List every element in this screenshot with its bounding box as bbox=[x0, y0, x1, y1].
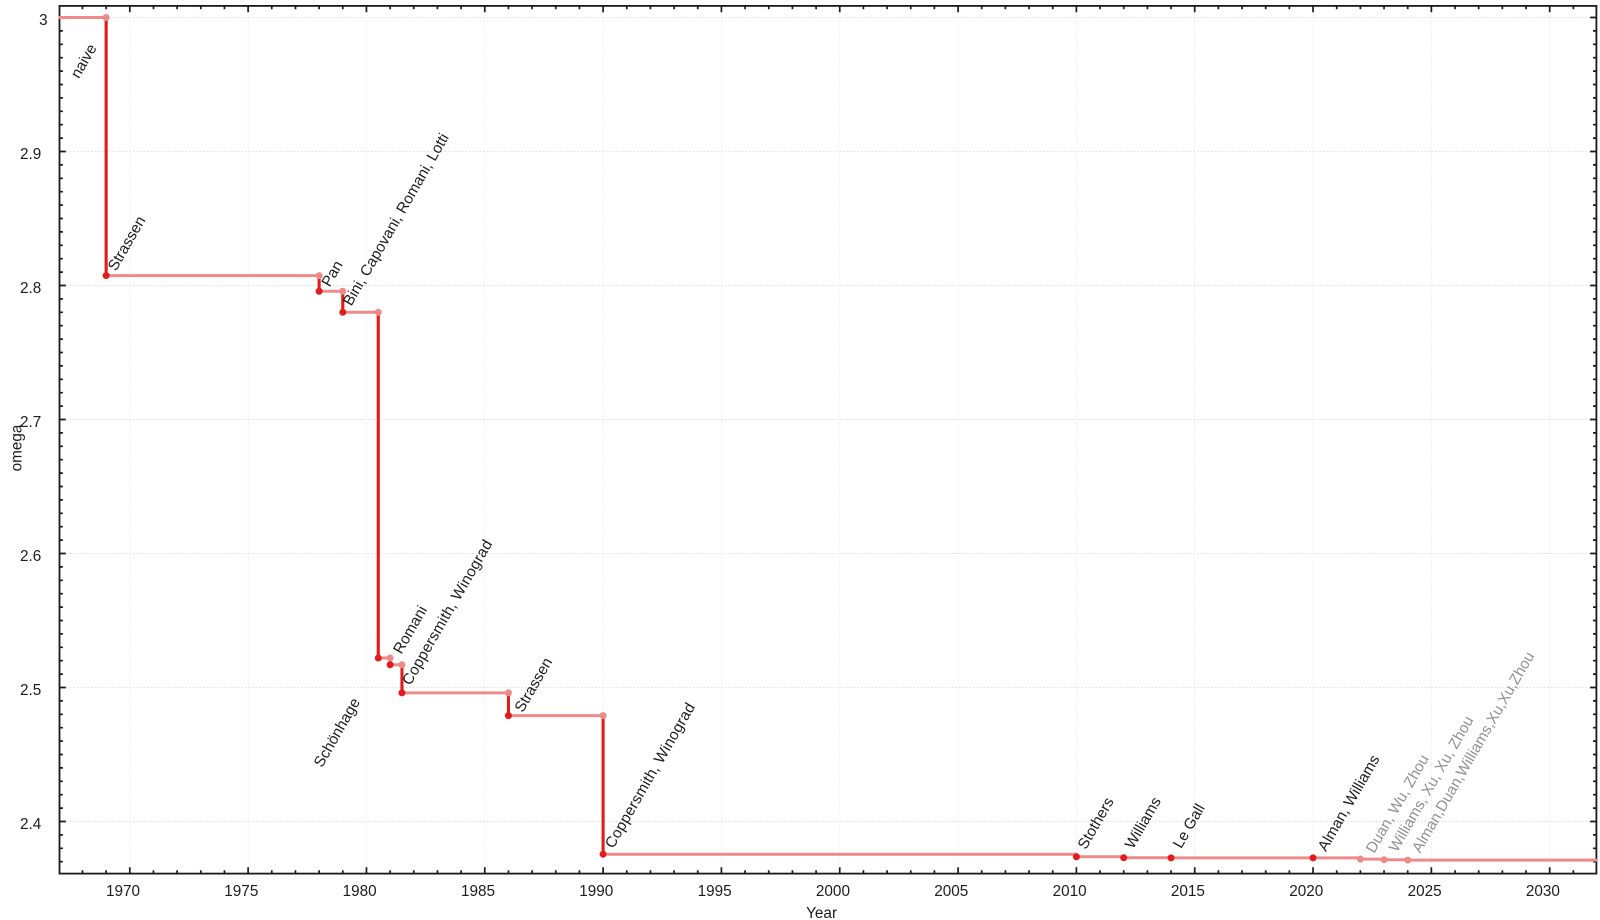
svg-text:3: 3 bbox=[39, 12, 48, 29]
svg-text:2030: 2030 bbox=[1526, 883, 1560, 900]
svg-text:2.4: 2.4 bbox=[20, 816, 42, 833]
svg-text:1995: 1995 bbox=[698, 883, 732, 900]
svg-text:2015: 2015 bbox=[1171, 883, 1205, 900]
svg-text:2025: 2025 bbox=[1408, 883, 1442, 900]
svg-text:1970: 1970 bbox=[106, 883, 140, 900]
svg-text:2.7: 2.7 bbox=[20, 414, 41, 431]
svg-text:2.8: 2.8 bbox=[20, 280, 41, 297]
svg-text:2.5: 2.5 bbox=[20, 682, 41, 699]
svg-text:1985: 1985 bbox=[461, 883, 495, 900]
svg-text:2020: 2020 bbox=[1289, 883, 1323, 900]
svg-text:2005: 2005 bbox=[934, 883, 968, 900]
svg-text:2.6: 2.6 bbox=[20, 548, 41, 565]
svg-text:1990: 1990 bbox=[579, 883, 613, 900]
svg-text:omega: omega bbox=[9, 424, 26, 471]
svg-text:1975: 1975 bbox=[224, 883, 258, 900]
svg-text:Year: Year bbox=[806, 905, 837, 920]
svg-text:1980: 1980 bbox=[343, 883, 377, 900]
svg-text:2.9: 2.9 bbox=[20, 146, 41, 163]
svg-text:2010: 2010 bbox=[1053, 883, 1087, 900]
svg-text:2000: 2000 bbox=[816, 883, 850, 900]
